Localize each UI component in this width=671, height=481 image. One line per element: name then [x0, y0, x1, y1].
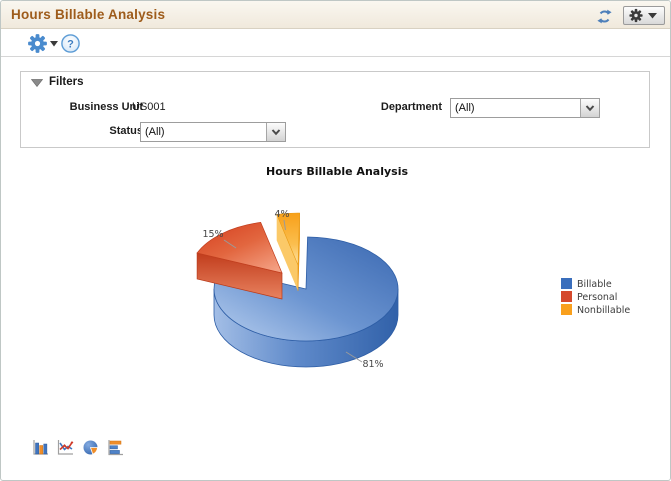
chart-legend: Billable Personal Nonbillable — [561, 278, 630, 316]
svg-text:?: ? — [67, 39, 74, 51]
leader-line-nonbillable — [283, 219, 286, 231]
legend-swatch-personal — [561, 291, 572, 302]
chart-type-bar-button[interactable] — [31, 438, 50, 457]
department-select-arrow[interactable] — [580, 99, 599, 117]
refresh-icon[interactable] — [596, 8, 613, 25]
slice-label-personal: 15% — [202, 229, 223, 240]
chart-options-button[interactable] — [27, 33, 59, 54]
status-select-arrow[interactable] — [266, 123, 285, 141]
status-select-value: (All) — [145, 126, 165, 138]
gear-icon — [28, 34, 47, 53]
business-unit-value: US001 — [132, 101, 166, 113]
pie-chart: Hours Billable Analysis 81% 15% 4% — [196, 165, 630, 370]
help-icon[interactable]: ? — [60, 33, 81, 54]
legend-label-nonbillable: Nonbillable — [577, 305, 630, 316]
bar-chart-icon — [33, 440, 48, 455]
leader-line-billable — [345, 351, 363, 363]
department-select[interactable]: (All) — [450, 98, 600, 118]
chart-type-switcher — [31, 438, 125, 457]
gear-icon — [629, 8, 643, 23]
business-unit-label: Business Unit — [69, 101, 143, 113]
filters-title: Filters — [49, 76, 84, 88]
pie-chart-icon — [83, 440, 98, 455]
chart-toolbar: ? — [1, 29, 670, 57]
department-select-value: (All) — [455, 102, 475, 114]
legend-label-billable: Billable — [577, 279, 612, 290]
line-chart-icon — [57, 440, 74, 455]
filters-panel: Filters Business Unit US001 Department (… — [20, 71, 650, 148]
options-menu-button[interactable] — [623, 6, 665, 25]
chevron-down-icon — [648, 13, 657, 19]
options-menu-glyphs — [629, 8, 657, 23]
legend-swatch-billable — [561, 278, 572, 289]
slice-label-billable: 81% — [362, 359, 383, 370]
chevron-down-icon — [585, 104, 595, 111]
chart-type-horizontal-bar-button[interactable] — [106, 438, 125, 457]
slice-label-nonbillable: 4% — [274, 209, 289, 220]
legend-label-personal: Personal — [577, 292, 617, 303]
chevron-down-icon — [50, 41, 58, 47]
page-title: Hours Billable Analysis — [11, 7, 166, 22]
department-label: Department — [380, 101, 442, 113]
status-select[interactable]: (All) — [140, 122, 286, 142]
leader-line-personal — [223, 239, 237, 249]
legend-swatch-nonbillable — [561, 304, 572, 315]
header-bar: Hours Billable Analysis — [1, 1, 670, 29]
horizontal-bar-chart-icon — [108, 440, 123, 456]
chart-type-line-button[interactable] — [56, 438, 75, 457]
status-label: Status — [109, 125, 143, 137]
chevron-down-icon — [271, 128, 281, 135]
pie-slice-nonbillable[interactable] — [276, 212, 300, 292]
pie-slice-personal[interactable] — [196, 222, 283, 300]
collapse-triangle-icon[interactable] — [31, 79, 43, 87]
chart-type-pie-button[interactable] — [81, 438, 100, 457]
chart-title: Hours Billable Analysis — [266, 165, 408, 178]
pie-slice-billable[interactable] — [213, 236, 399, 368]
